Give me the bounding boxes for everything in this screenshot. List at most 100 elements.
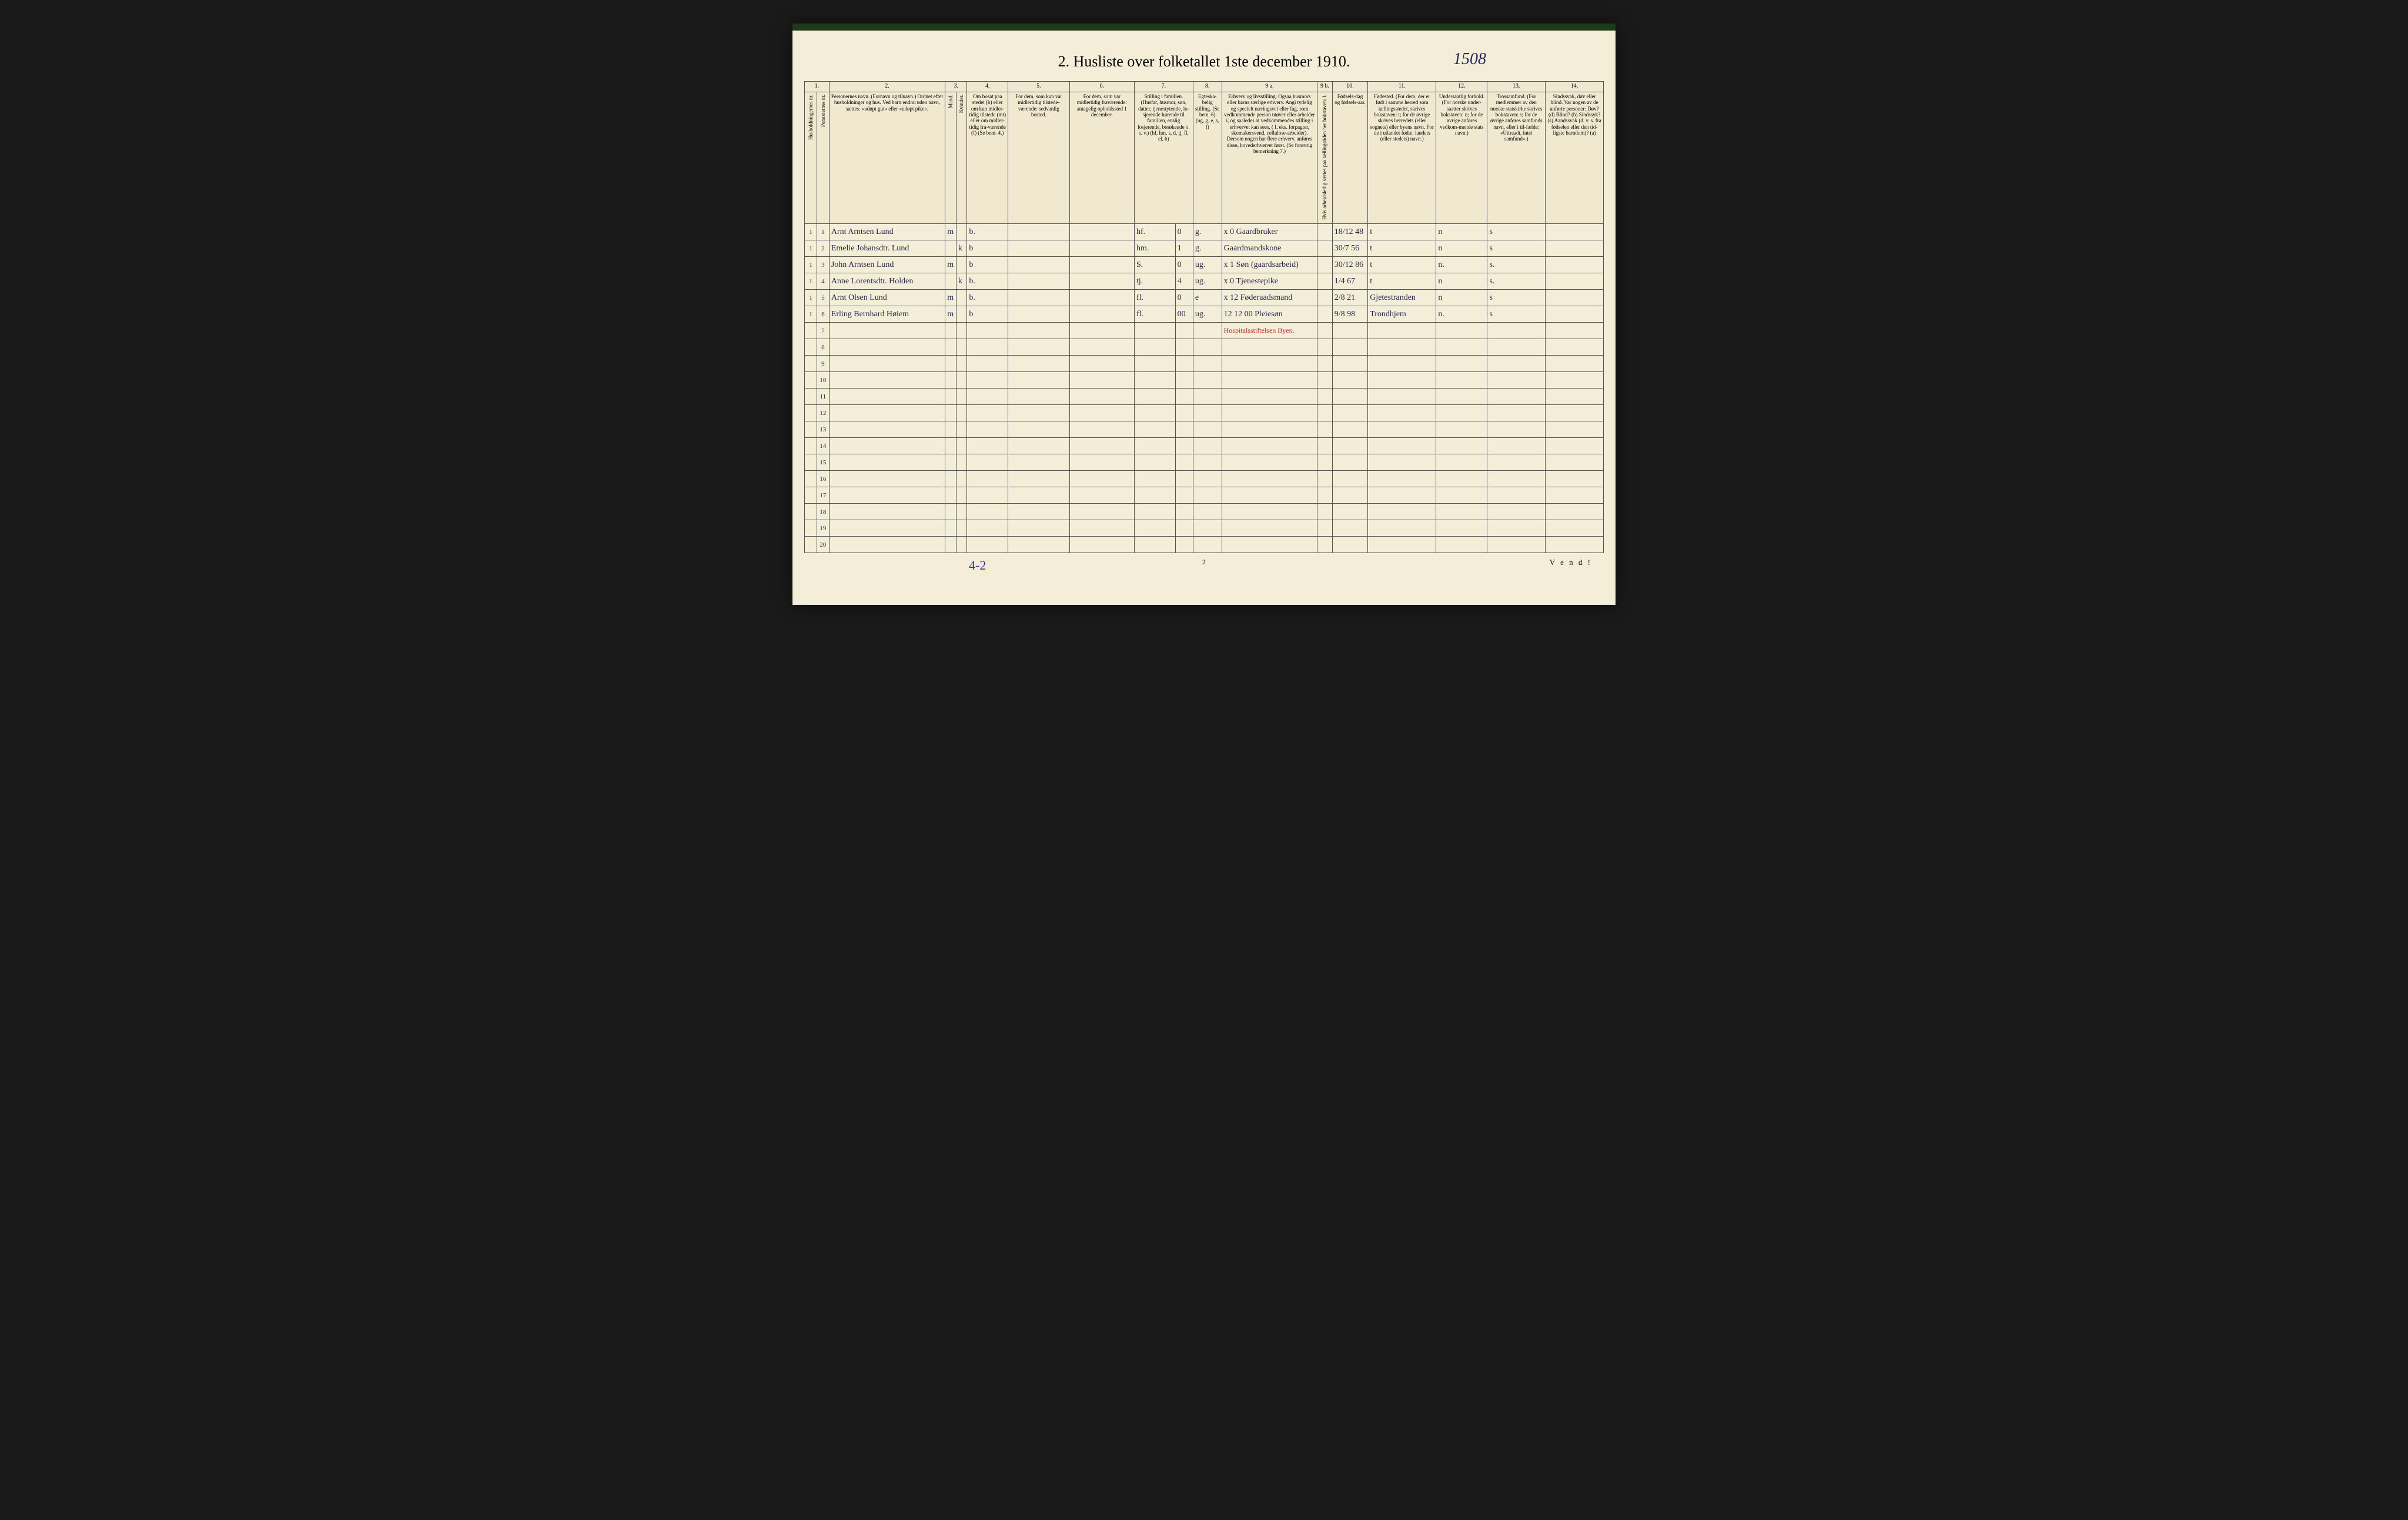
cell [1436, 471, 1487, 487]
coln-9b: 9 b. [1317, 82, 1333, 92]
cell [1368, 405, 1436, 421]
cell [1069, 339, 1134, 356]
cell [1069, 323, 1134, 339]
cell: 1 [805, 257, 817, 273]
cell: 30/7 56 [1332, 240, 1367, 257]
cell [1008, 504, 1070, 520]
cell: tj. [1134, 273, 1175, 290]
cell: 0 [1175, 257, 1193, 273]
cell: b [967, 306, 1008, 323]
cell [1069, 257, 1134, 273]
cell [1317, 356, 1333, 372]
coln-1: 1. [805, 82, 830, 92]
cell [1008, 257, 1070, 273]
coln-3: 3. [945, 82, 967, 92]
cell [1222, 504, 1317, 520]
cell [1368, 471, 1436, 487]
cell [1546, 257, 1604, 273]
cell [805, 372, 817, 389]
cell [945, 273, 956, 290]
cell [956, 323, 967, 339]
cell [805, 389, 817, 405]
cell [967, 372, 1008, 389]
cell [1008, 290, 1070, 306]
cell [829, 339, 945, 356]
cell: s [1487, 306, 1546, 323]
cell [1436, 405, 1487, 421]
cell [1368, 339, 1436, 356]
cell [1546, 224, 1604, 240]
cell [1175, 537, 1193, 553]
cell [1546, 389, 1604, 405]
cell: k [956, 240, 967, 257]
cell [829, 537, 945, 553]
cell: 12 12 00 Pleiesøn [1222, 306, 1317, 323]
cell [945, 323, 956, 339]
cell [1317, 421, 1333, 438]
cell [1193, 520, 1222, 537]
cell [829, 405, 945, 421]
cell [1317, 273, 1333, 290]
cell [1546, 306, 1604, 323]
cell: 20 [817, 537, 829, 553]
cell: 1 [805, 240, 817, 257]
cell [1134, 520, 1175, 537]
cell [1487, 372, 1546, 389]
coln-10: 10. [1332, 82, 1367, 92]
cell: S. [1134, 257, 1175, 273]
cell [1222, 471, 1317, 487]
cell [1069, 454, 1134, 471]
cell [967, 389, 1008, 405]
cell: ug. [1193, 273, 1222, 290]
cell: 1 [817, 224, 829, 240]
cell [945, 405, 956, 421]
cell [945, 471, 956, 487]
cell [1134, 471, 1175, 487]
cell: n [1436, 290, 1487, 306]
hdr-person-no: Personernes nr. [817, 92, 829, 224]
cell [1069, 306, 1134, 323]
hdr-male: Mand. [945, 92, 956, 224]
cell [1436, 537, 1487, 553]
cell [1487, 339, 1546, 356]
cell [1222, 520, 1317, 537]
cell: Gjetestranden [1368, 290, 1436, 306]
hdr-unemployed: Hvis arbeidsledig sættes paa tællingstid… [1317, 92, 1333, 224]
cell [1436, 372, 1487, 389]
cell [956, 306, 967, 323]
hdr-family-pos: Stilling i familien. (Husfar, husmor, sø… [1134, 92, 1193, 224]
cell [1069, 487, 1134, 504]
cell [1222, 487, 1317, 504]
cell [1175, 372, 1193, 389]
header-row: Husholdningernes nr. Personernes nr. Per… [805, 92, 1604, 224]
page-number: 2 [1202, 558, 1206, 567]
cell [1368, 454, 1436, 471]
cell: 13 [817, 421, 829, 438]
cell [956, 224, 967, 240]
cell [1317, 240, 1333, 257]
coln-8: 8. [1193, 82, 1222, 92]
cell [805, 487, 817, 504]
cell [1368, 389, 1436, 405]
cell: n [1436, 273, 1487, 290]
hdr-religion: Trossamfund. (For medlemmer av den norsk… [1487, 92, 1546, 224]
cell [1546, 290, 1604, 306]
cell: n. [1436, 257, 1487, 273]
cell [1134, 537, 1175, 553]
cell [805, 504, 817, 520]
cell [1134, 323, 1175, 339]
cell [1487, 454, 1546, 471]
cell [1193, 471, 1222, 487]
cell [967, 421, 1008, 438]
cell [1368, 438, 1436, 454]
table-row: 17 [805, 487, 1604, 504]
hdr-citizenship: Undersaatlig forhold. (For norske under-… [1436, 92, 1487, 224]
cell [1134, 372, 1175, 389]
cell [1436, 504, 1487, 520]
cell [956, 520, 967, 537]
cell [1332, 504, 1367, 520]
cell [1487, 487, 1546, 504]
cell [805, 454, 817, 471]
table-row: 14Anne Lorentsdtr. Holdenkb.tj.4ug.x 0 T… [805, 273, 1604, 290]
table-row: 19 [805, 520, 1604, 537]
